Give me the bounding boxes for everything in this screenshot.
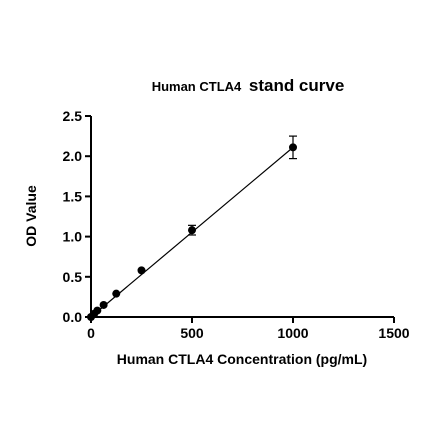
data-point bbox=[289, 143, 297, 152]
chart-title-suffix: stand curve bbox=[249, 76, 344, 95]
x-tick-label: 1500 bbox=[378, 325, 409, 341]
y-axis-label: OD Value bbox=[23, 185, 39, 247]
y-tick-label: 0.5 bbox=[63, 269, 83, 285]
data-point bbox=[93, 306, 102, 315]
y-tick-label: 2.0 bbox=[63, 148, 83, 164]
chart-title: Human CTLA4 stand curve bbox=[152, 76, 345, 95]
y-tick-label: 1.5 bbox=[63, 188, 83, 204]
y-tick-label: 1.0 bbox=[63, 229, 83, 245]
x-axis-label: Human CTLA4 Concentration (pg/mL) bbox=[117, 351, 367, 367]
chart-title-prefix: Human CTLA4 bbox=[152, 79, 242, 94]
x-tick-label: 0 bbox=[87, 325, 95, 341]
data-point bbox=[188, 226, 196, 235]
y-tick-label: 2.5 bbox=[63, 108, 83, 124]
x-ticks: 0 500 1000 1500 bbox=[87, 317, 410, 341]
x-tick-label: 500 bbox=[180, 325, 204, 341]
y-ticks: 0.0 0.5 1.0 1.5 2.0 2.5 bbox=[63, 108, 91, 325]
data-point bbox=[137, 266, 146, 275]
plot-area bbox=[87, 135, 297, 321]
data-point bbox=[112, 289, 121, 298]
data-point bbox=[99, 300, 108, 309]
y-tick-label: 0.0 bbox=[63, 309, 83, 325]
x-tick-label: 1000 bbox=[277, 325, 308, 341]
